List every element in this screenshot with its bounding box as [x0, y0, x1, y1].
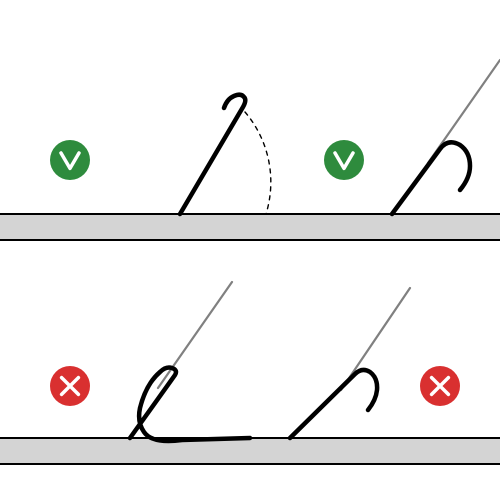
background	[0, 0, 500, 500]
badge-ok-top-right-circle	[324, 140, 364, 180]
badge-ok-top-right	[324, 140, 364, 180]
badge-ok-top-left	[50, 140, 90, 180]
diagram-svg	[0, 0, 500, 500]
badge-bad-bottom-left	[50, 366, 90, 406]
ground-strip-1	[0, 438, 500, 464]
badge-bad-bottom-right	[420, 366, 460, 406]
ground-strip-0	[0, 214, 500, 240]
diagram-canvas	[0, 0, 500, 500]
badge-ok-top-left-circle	[50, 140, 90, 180]
